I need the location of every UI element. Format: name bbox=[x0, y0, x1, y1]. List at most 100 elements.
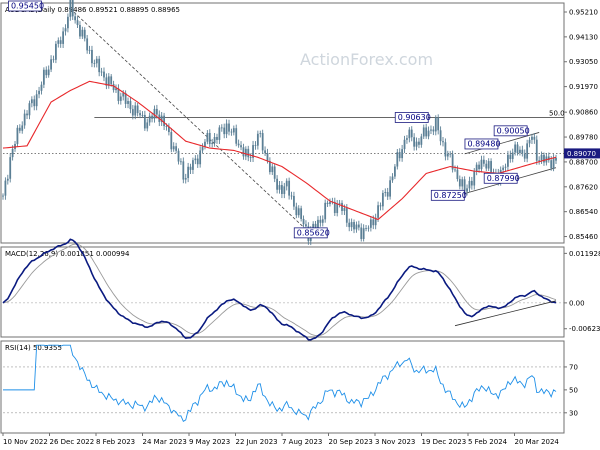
price-candle-body bbox=[413, 137, 416, 147]
price-panel-frame bbox=[0, 2, 565, 244]
price-tick-label: 0.91970 bbox=[569, 83, 598, 91]
price-candle-body bbox=[401, 149, 404, 159]
price-candle-body bbox=[141, 114, 144, 116]
price-tick-label: 0.93050 bbox=[569, 58, 598, 66]
price-candle-body bbox=[57, 40, 60, 44]
price-candle-body bbox=[343, 208, 346, 211]
price-candle-body bbox=[502, 167, 505, 170]
price-candle-body bbox=[199, 150, 202, 165]
price-candle-body bbox=[398, 152, 401, 159]
price-candle-body bbox=[314, 223, 317, 229]
price-series bbox=[2, 0, 557, 246]
price-candle-body bbox=[187, 166, 190, 179]
price-candle-body bbox=[196, 158, 199, 165]
price-candle-body bbox=[107, 76, 110, 86]
macd-tick-label: 0.00 bbox=[569, 299, 585, 307]
price-candle-body bbox=[50, 59, 52, 70]
price-candle-body bbox=[88, 49, 91, 51]
price-candle-body bbox=[151, 115, 153, 119]
price-candle-body bbox=[182, 161, 185, 180]
price-candle-body bbox=[112, 84, 115, 91]
price-candle-body bbox=[79, 24, 81, 37]
price-candle-body bbox=[71, 0, 74, 17]
price-candle-body bbox=[420, 136, 423, 145]
price-candle-body bbox=[480, 159, 483, 170]
price-candle-body bbox=[45, 69, 48, 76]
price-candle-body bbox=[165, 126, 168, 127]
price-candle-body bbox=[509, 154, 512, 160]
price-candle-body bbox=[444, 142, 447, 157]
price-candle-body bbox=[115, 88, 117, 91]
x-tick-label: 5 Feb 2024 bbox=[468, 438, 508, 446]
price-candle-body bbox=[345, 208, 348, 223]
price-axis: 0.95210 0.94130 0.93050 0.91970 0.90860 0.897… bbox=[564, 8, 600, 241]
macd-line bbox=[2, 238, 557, 341]
price-candle-body bbox=[516, 144, 519, 153]
price-candle-body bbox=[514, 144, 517, 153]
price-candle-body bbox=[206, 132, 209, 142]
level-label-box bbox=[430, 189, 465, 201]
x-tick-label: 8 Feb 2023 bbox=[96, 438, 135, 446]
price-level-labels: 0.95450 0.90630 0.90050 0.89480 0.87990 0.872… bbox=[8, 0, 530, 239]
price-candle-body bbox=[442, 141, 444, 143]
price-candle-body bbox=[538, 160, 541, 162]
price-candle-body bbox=[470, 180, 473, 186]
x-axis: 10 Nov 2022 26 Dec 2022 8 Feb 2023 24 Mar 2… bbox=[2, 433, 560, 446]
price-candle-body bbox=[475, 164, 478, 172]
price-candle-body bbox=[228, 123, 230, 132]
price-candle-body bbox=[348, 222, 351, 228]
price-candle-body bbox=[110, 76, 113, 85]
price-candle-body bbox=[410, 129, 413, 138]
price-candle-body bbox=[124, 93, 127, 104]
price-candle-body bbox=[180, 161, 182, 163]
price-candle-body bbox=[143, 114, 146, 129]
rsi-tick-label: 50 bbox=[569, 386, 578, 394]
x-tick-label: 20 Mar 2024 bbox=[515, 438, 560, 446]
price-candle-body bbox=[213, 136, 216, 144]
price-candle-body bbox=[271, 166, 274, 173]
price-candle-body bbox=[117, 88, 120, 101]
price-candle-body bbox=[242, 147, 245, 157]
price-candle-body bbox=[449, 153, 452, 155]
price-candle-body bbox=[434, 117, 437, 132]
price-candle-body bbox=[290, 195, 293, 197]
price-candle-body bbox=[487, 161, 490, 169]
price-candle-body bbox=[386, 192, 389, 197]
price-candle-body bbox=[2, 195, 4, 197]
price-candle-body bbox=[425, 127, 428, 137]
level-label: 0.90050 bbox=[497, 126, 530, 135]
price-candle-body bbox=[136, 105, 139, 114]
current-price-tag bbox=[564, 148, 600, 159]
price-candle-body bbox=[319, 219, 322, 223]
price-candle-body bbox=[379, 205, 382, 207]
price-candle-body bbox=[329, 201, 331, 204]
price-candle-body bbox=[216, 136, 218, 140]
price-candle-body bbox=[146, 122, 149, 129]
level-label-box bbox=[394, 112, 429, 123]
price-candle-body bbox=[268, 160, 271, 173]
price-candle-body bbox=[389, 180, 391, 197]
level-label: 0.85620 bbox=[297, 228, 330, 237]
price-candle-body bbox=[365, 228, 367, 229]
price-candle-body bbox=[288, 180, 291, 196]
macd-layer: 0.011928 0.00 -0.006232 bbox=[2, 238, 600, 341]
price-candle-body bbox=[247, 148, 250, 158]
price-candle-body bbox=[552, 157, 555, 169]
price-candle-body bbox=[18, 127, 21, 131]
price-candle-body bbox=[160, 115, 163, 122]
price-candle-body bbox=[95, 58, 98, 64]
price-candle-body bbox=[264, 150, 266, 153]
price-candle-body bbox=[6, 178, 9, 181]
level-label: 0.87990 bbox=[487, 174, 520, 183]
price-candle-body bbox=[377, 205, 379, 218]
price-candle-body bbox=[86, 38, 89, 51]
price-candle-body bbox=[254, 145, 257, 146]
price-candle-body bbox=[91, 49, 93, 64]
price-candle-body bbox=[98, 58, 101, 73]
price-candle-body bbox=[218, 127, 221, 140]
price-tick-label: 0.85460 bbox=[569, 233, 598, 241]
price-candle-body bbox=[163, 115, 165, 127]
price-candle-body bbox=[324, 202, 327, 220]
price-candle-body bbox=[333, 201, 336, 214]
price-candle-body bbox=[362, 228, 365, 240]
